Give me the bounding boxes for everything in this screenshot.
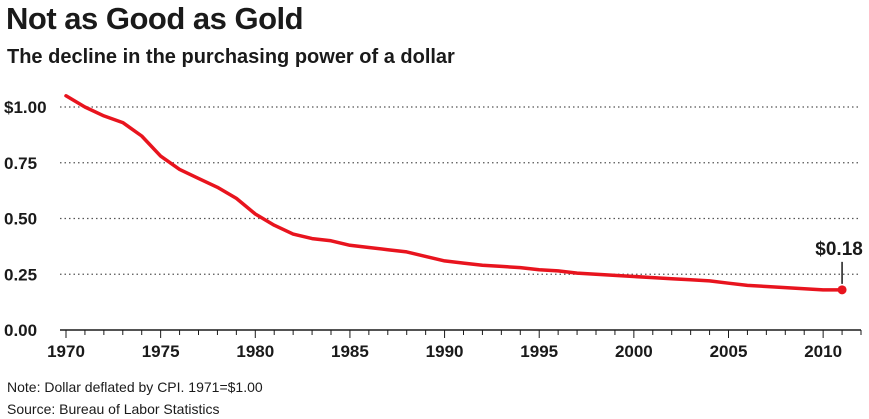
series-line — [64, 94, 844, 292]
y-tick-label: $1.00 — [4, 98, 47, 117]
series — [64, 94, 847, 295]
chart-title: Not as Good as Gold — [6, 1, 304, 36]
chart-subtitle: The decline in the purchasing power of a… — [7, 46, 455, 68]
x-tick-label: 2010 — [804, 342, 842, 361]
x-tick-label: 1990 — [426, 342, 464, 361]
gridlines — [60, 106, 861, 275]
x-tick-label: 1970 — [47, 342, 85, 361]
annotation-label: $0.18 — [815, 239, 863, 260]
y-tick-label: 0.25 — [4, 265, 37, 284]
x-tick-label: 2000 — [615, 342, 653, 361]
y-tick-label: 0.75 — [4, 154, 37, 173]
y-tick-label: 0.00 — [4, 321, 37, 340]
x-tick-label: 1980 — [236, 342, 274, 361]
y-tick-label: 0.50 — [4, 210, 37, 229]
x-tick-label: 1975 — [142, 342, 180, 361]
chart-source: Source: Bureau of Labor Statistics — [7, 401, 220, 417]
chart-note: Note: Dollar deflated by CPI. 1971=$1.00 — [7, 379, 263, 395]
x-tick-label: 2005 — [710, 342, 748, 361]
series-end-point — [837, 285, 847, 295]
axes: 0.00 0.25 0.50 0.75 $1.00 1970 1975 1980 1985 199… — [4, 98, 862, 361]
annotations: $0.18 — [815, 239, 863, 284]
x-tick-label: 1995 — [520, 342, 558, 361]
x-tick-label: 1985 — [331, 342, 369, 361]
